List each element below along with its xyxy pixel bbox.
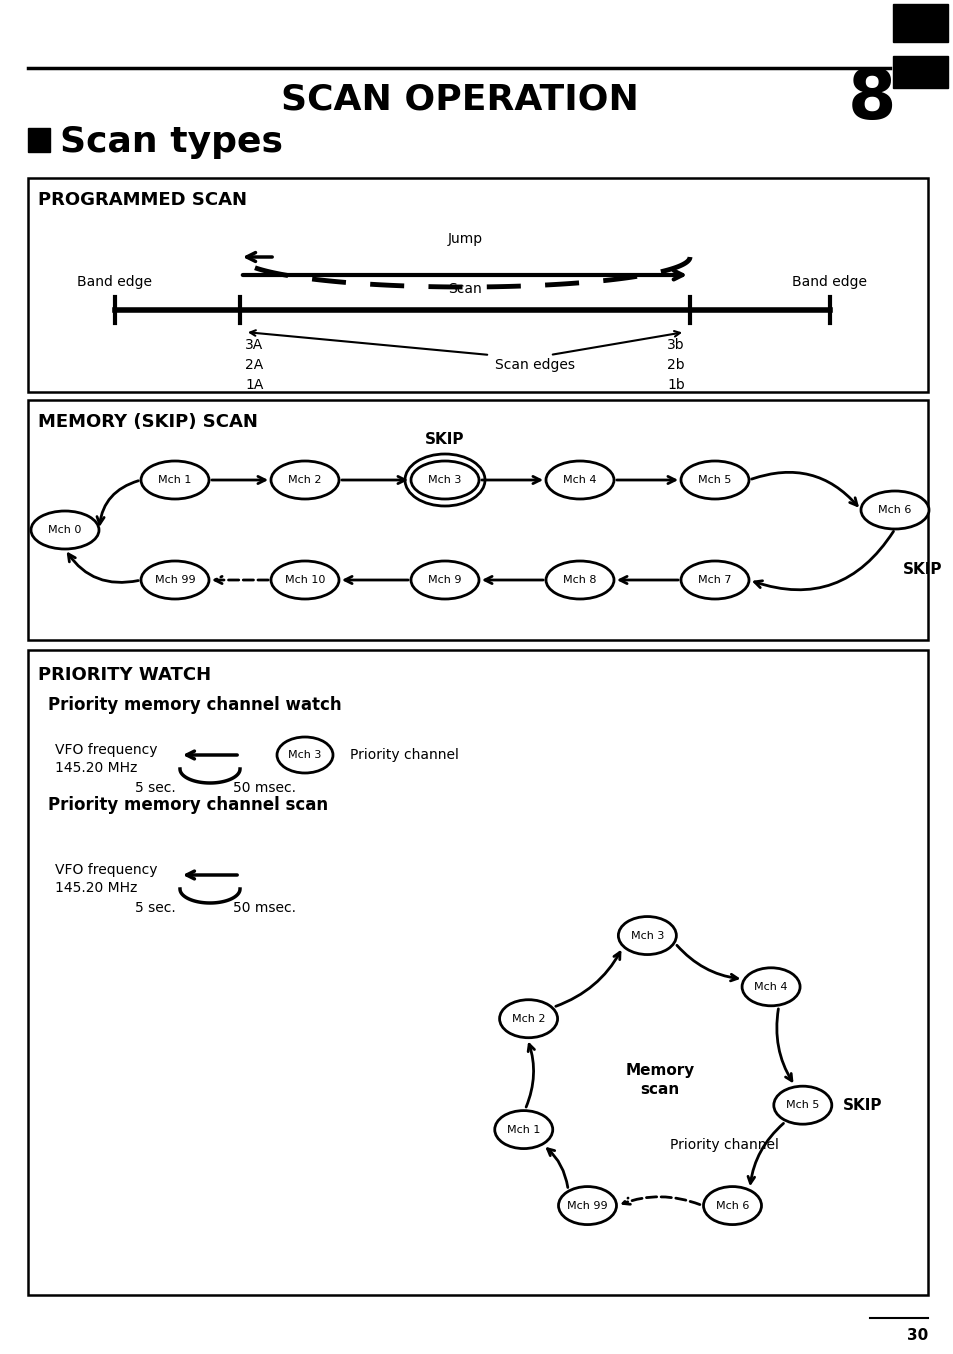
Text: Scan edges: Scan edges	[495, 357, 575, 372]
Ellipse shape	[30, 510, 99, 548]
Ellipse shape	[545, 561, 614, 598]
Ellipse shape	[276, 737, 333, 773]
Text: Mch 6: Mch 6	[878, 505, 911, 515]
Bar	[892, 56, 947, 88]
Ellipse shape	[499, 999, 557, 1037]
Text: 2A: 2A	[245, 357, 263, 372]
Text: Mch 99: Mch 99	[154, 575, 195, 585]
Text: 145.20 MHz: 145.20 MHz	[55, 881, 137, 895]
Text: VFO frequency: VFO frequency	[55, 862, 157, 877]
Ellipse shape	[141, 561, 209, 598]
Text: Jump: Jump	[447, 232, 482, 246]
Text: Band edge: Band edge	[792, 275, 866, 288]
Ellipse shape	[411, 561, 478, 598]
Text: Scan types: Scan types	[60, 125, 283, 158]
Text: SKIP: SKIP	[425, 432, 464, 448]
Text: Mch 8: Mch 8	[562, 575, 597, 585]
Text: 8: 8	[847, 66, 895, 134]
Ellipse shape	[773, 1086, 831, 1124]
Ellipse shape	[702, 1186, 760, 1224]
Bar	[28, 129, 50, 152]
Text: Mch 0: Mch 0	[49, 525, 82, 535]
Text: Mch 4: Mch 4	[562, 475, 597, 485]
Text: 30: 30	[905, 1327, 927, 1343]
Text: 2b: 2b	[667, 357, 684, 372]
Ellipse shape	[680, 561, 748, 598]
Text: Mch 2: Mch 2	[512, 1014, 545, 1024]
Ellipse shape	[680, 460, 748, 500]
Ellipse shape	[741, 968, 800, 1006]
Text: Mch 1: Mch 1	[158, 475, 192, 485]
Bar	[28, 177, 927, 393]
Text: Memory
scan: Memory scan	[625, 1063, 694, 1097]
Text: Mch 4: Mch 4	[754, 982, 787, 991]
Text: Band edge: Band edge	[77, 275, 152, 288]
Text: Mch 10: Mch 10	[285, 575, 325, 585]
Text: SKIP: SKIP	[902, 562, 942, 578]
Text: Priority memory channel watch: Priority memory channel watch	[48, 696, 341, 714]
Text: Priority memory channel scan: Priority memory channel scan	[48, 796, 328, 814]
Text: Mch 3: Mch 3	[428, 475, 461, 485]
Ellipse shape	[618, 917, 676, 955]
Ellipse shape	[861, 492, 928, 529]
Ellipse shape	[411, 460, 478, 500]
Text: MEMORY (SKIP) SCAN: MEMORY (SKIP) SCAN	[38, 413, 257, 431]
Text: Mch 7: Mch 7	[698, 575, 731, 585]
Ellipse shape	[558, 1186, 616, 1224]
Ellipse shape	[141, 460, 209, 500]
Text: Mch 5: Mch 5	[785, 1101, 819, 1110]
Text: Priority channel: Priority channel	[350, 747, 458, 762]
Text: Mch 6: Mch 6	[715, 1201, 748, 1210]
Text: Mch 1: Mch 1	[507, 1125, 539, 1135]
Ellipse shape	[495, 1110, 552, 1148]
Text: 1A: 1A	[245, 378, 263, 393]
Text: SKIP: SKIP	[841, 1098, 882, 1113]
Text: Mch 5: Mch 5	[698, 475, 731, 485]
Text: 50 msec.: 50 msec.	[233, 900, 296, 915]
Text: 50 msec.: 50 msec.	[233, 781, 296, 795]
Text: Mch 9: Mch 9	[428, 575, 461, 585]
Text: Mch 3: Mch 3	[630, 930, 663, 941]
Text: Mch 3: Mch 3	[288, 750, 321, 760]
Text: Scan: Scan	[448, 282, 481, 297]
Ellipse shape	[271, 460, 338, 500]
Text: 5 sec.: 5 sec.	[134, 900, 175, 915]
Ellipse shape	[271, 561, 338, 598]
Bar	[28, 399, 927, 640]
Text: 145.20 MHz: 145.20 MHz	[55, 761, 137, 774]
Text: Mch 2: Mch 2	[288, 475, 321, 485]
Text: 3A: 3A	[245, 338, 263, 352]
Text: VFO frequency: VFO frequency	[55, 743, 157, 757]
Text: 1b: 1b	[666, 378, 684, 393]
Text: SCAN OPERATION: SCAN OPERATION	[281, 83, 639, 116]
Text: 3b: 3b	[667, 338, 684, 352]
Text: Priority channel: Priority channel	[669, 1137, 778, 1152]
Text: 5 sec.: 5 sec.	[134, 781, 175, 795]
Ellipse shape	[545, 460, 614, 500]
Bar	[28, 650, 927, 1294]
Bar	[892, 4, 947, 42]
Text: Mch 99: Mch 99	[567, 1201, 607, 1210]
Text: PRIORITY WATCH: PRIORITY WATCH	[38, 666, 211, 684]
Text: PROGRAMMED SCAN: PROGRAMMED SCAN	[38, 191, 247, 209]
